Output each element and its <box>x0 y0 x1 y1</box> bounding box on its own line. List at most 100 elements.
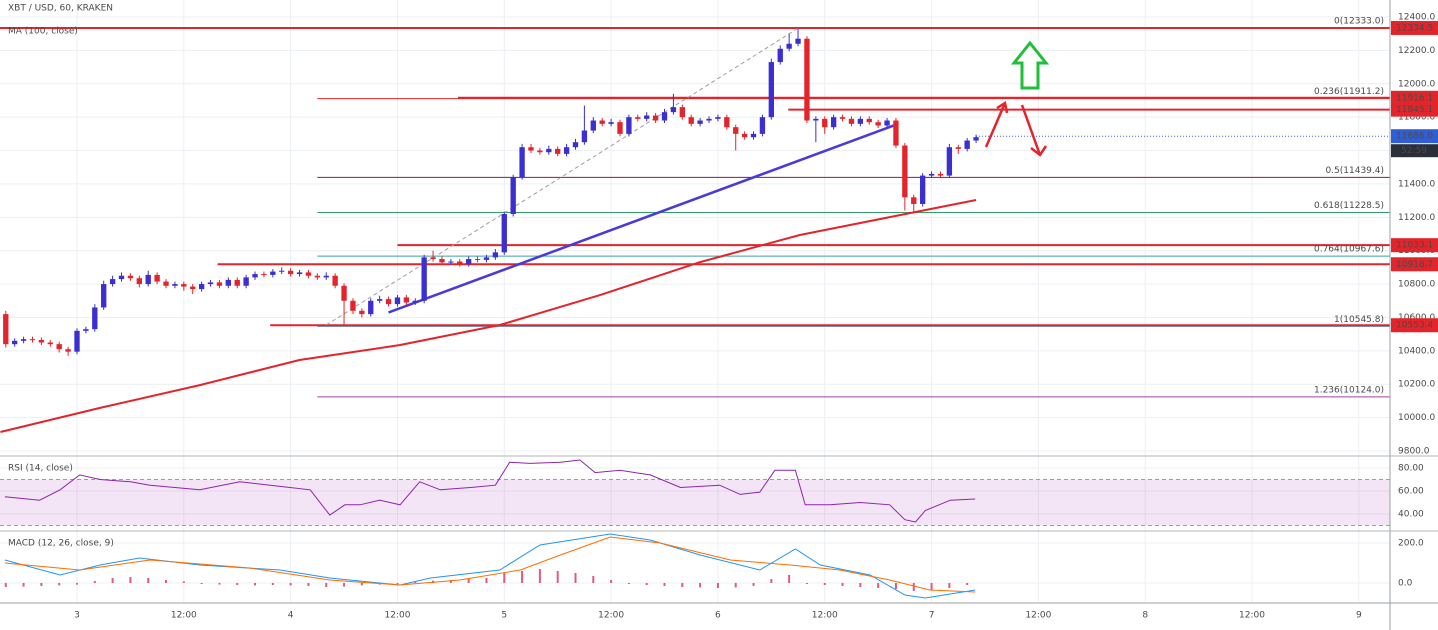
grid <box>0 0 1390 603</box>
candle-body <box>207 282 214 285</box>
y-tick-label: 10600.0 <box>1398 313 1435 323</box>
y-tick-label: 60.00 <box>1398 486 1424 496</box>
y-tick-label: 11400.0 <box>1398 179 1435 189</box>
x-tick-label: 12:00 <box>1239 611 1265 621</box>
candle-body <box>866 118 872 123</box>
candle-body <box>902 145 908 198</box>
candle-body <box>661 112 668 121</box>
candle-body <box>403 297 410 303</box>
candle-body <box>65 349 71 352</box>
x-tick-label: 4 <box>288 611 294 621</box>
level-tag-label: 11845.1 <box>1396 105 1433 115</box>
candle-body <box>884 120 890 126</box>
y-tick-label: 80.00 <box>1398 464 1424 474</box>
candle-body <box>216 282 223 286</box>
fib-label: 1.236(10124.0) <box>1314 385 1384 395</box>
level-tag <box>1391 90 1438 105</box>
candle-body <box>421 257 427 301</box>
candle-body <box>474 259 481 261</box>
candle-body <box>670 107 677 113</box>
candle-body <box>56 344 62 350</box>
candle-body <box>305 272 312 276</box>
candle-body <box>368 300 374 315</box>
candle-body <box>38 339 45 343</box>
candle-body <box>181 284 187 287</box>
y-tick-label: 12000.0 <box>1398 79 1435 89</box>
candle-body <box>795 38 801 44</box>
candle-body <box>937 173 944 176</box>
red-arrow-head <box>1030 145 1048 157</box>
candle-body <box>163 281 169 286</box>
last-price-label: 11686.0 <box>1396 132 1433 142</box>
candle-body <box>332 275 338 286</box>
candle-body <box>234 279 240 286</box>
candle-body <box>857 118 864 124</box>
candle-body <box>839 117 846 119</box>
candle-body <box>127 275 134 279</box>
candle-body <box>759 117 766 134</box>
candle-body <box>750 133 757 138</box>
level-tag <box>1391 257 1438 272</box>
candle-body <box>644 115 650 119</box>
candle-body <box>287 270 294 275</box>
candle-body <box>563 147 570 154</box>
x-tick-label: 3 <box>74 611 80 621</box>
candle-body <box>626 117 632 134</box>
fib-label: 0(12333.0) <box>1334 17 1384 27</box>
y-tick-label: 10800.0 <box>1398 280 1435 290</box>
candle-body <box>822 118 828 128</box>
candle-body <box>875 122 881 126</box>
fib-label: 0.764(10967.6) <box>1314 245 1384 255</box>
level-tag-label: 11916.1 <box>1396 93 1433 103</box>
countdown-label: 52:59 <box>1401 146 1427 156</box>
level-tag-label: 10553.4 <box>1396 321 1433 331</box>
candle-body <box>830 117 837 128</box>
fib-label: 0.236(11911.2) <box>1314 87 1384 97</box>
candle-body <box>911 197 917 204</box>
candle-body <box>12 340 18 345</box>
candle-body <box>145 274 151 285</box>
candle-body <box>848 118 855 124</box>
candle-body <box>225 279 231 286</box>
candle-body <box>715 117 721 119</box>
candle-body <box>768 62 775 118</box>
up-arrow <box>1010 40 1050 90</box>
candle-body <box>3 314 9 345</box>
moving-average <box>0 199 977 433</box>
y-tick-label: 12200.0 <box>1398 46 1435 56</box>
signal-line <box>4 536 976 593</box>
candle-body <box>733 127 739 134</box>
candle-body <box>546 148 552 153</box>
x-tick-label: 12:00 <box>171 611 197 621</box>
candle-body <box>973 137 979 141</box>
candle-body <box>279 270 285 272</box>
candle-body <box>510 177 516 214</box>
level-tag-label: 11033.1 <box>1396 241 1433 251</box>
candle-body <box>439 259 445 263</box>
candle-body <box>74 330 80 352</box>
candle-body <box>296 272 303 275</box>
red-arrow-down <box>1020 104 1042 156</box>
candle-body <box>252 274 258 278</box>
chart-title: XBT / USD, 60, KRAKEN <box>8 4 113 14</box>
trendline <box>325 27 799 326</box>
candle-body <box>323 275 329 278</box>
candle-body <box>359 310 365 315</box>
candle-body <box>555 148 561 154</box>
candle-body <box>617 122 623 134</box>
candle-body <box>412 300 418 303</box>
x-tick-label: 12:00 <box>598 611 624 621</box>
candle-body <box>599 120 605 124</box>
red-arrow-up <box>984 102 1007 148</box>
x-tick-label: 12:00 <box>1025 611 1051 621</box>
candle-body <box>83 329 89 331</box>
y-tick-label: 10400.0 <box>1398 346 1435 356</box>
candle-body <box>706 118 712 121</box>
candle-body <box>47 342 53 345</box>
candle-body <box>270 271 276 275</box>
level-tag <box>1391 318 1438 333</box>
candle-body <box>448 261 454 263</box>
y-tick-label: 40.00 <box>1398 509 1424 519</box>
